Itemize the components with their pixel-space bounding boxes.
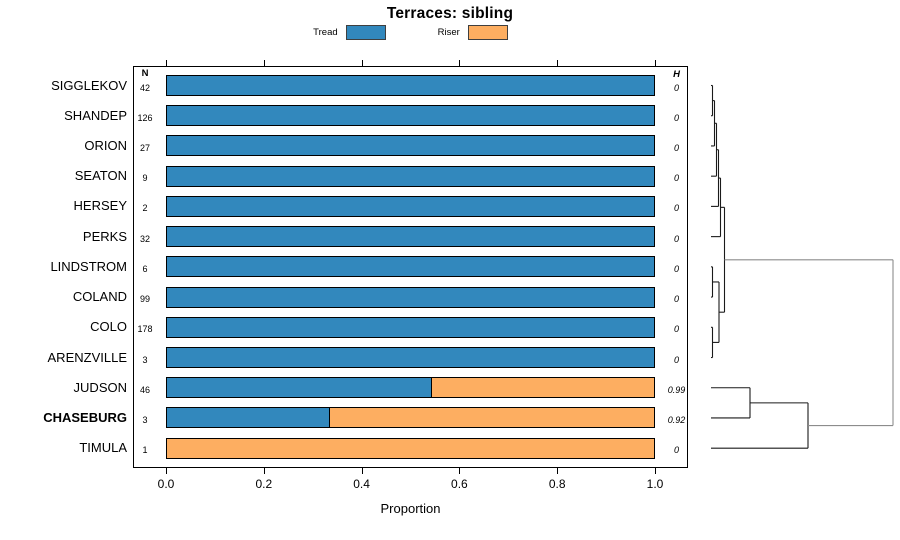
- bar-segment-riser: [330, 408, 654, 428]
- bar-segment-tread: [167, 287, 654, 307]
- h-value: 0: [673, 233, 679, 244]
- bar-segment-tread: [167, 166, 654, 186]
- bar: [166, 105, 655, 127]
- n-value: 178: [137, 324, 153, 335]
- bar-segment-riser: [432, 378, 654, 398]
- bar: [166, 135, 655, 157]
- x-axis-top-tick: [557, 60, 559, 66]
- h-value: 0: [673, 82, 679, 93]
- x-axis-top-tick: [655, 60, 656, 66]
- row-label: JUDSON: [73, 379, 127, 395]
- n-value: 9: [142, 173, 148, 184]
- n-value: 3: [142, 354, 148, 365]
- bar: [166, 437, 655, 459]
- n-value: 32: [139, 233, 150, 244]
- bar-segment-tread: [167, 136, 654, 156]
- x-axis-tick: [361, 468, 363, 474]
- n-value: 2: [142, 203, 148, 214]
- x-axis-top-tick: [459, 60, 461, 66]
- row-label: PERKS: [82, 228, 127, 244]
- x-axis-tick-label: 0.0: [157, 477, 175, 491]
- bar-segment-riser: [167, 438, 654, 458]
- x-axis-tick: [557, 468, 559, 474]
- h-value: 0: [673, 142, 679, 153]
- bar: [166, 226, 655, 248]
- n-value: 1: [142, 445, 148, 456]
- h-value: 0: [673, 112, 679, 123]
- x-axis-tick: [263, 468, 265, 474]
- x-axis-top-tick: [263, 60, 265, 66]
- x-axis-tick: [166, 468, 167, 474]
- row-label: SIGGLEKOV: [51, 77, 127, 93]
- h-value: 0: [673, 354, 679, 365]
- x-axis-title: Proportion: [380, 501, 441, 516]
- bar: [166, 165, 655, 187]
- row-label: LINDSTROM: [50, 258, 127, 274]
- h-value: 0: [673, 203, 679, 214]
- h-column-header: H: [673, 69, 680, 80]
- legend: Tread Riser: [133, 25, 688, 40]
- x-axis-tick-label: 0.2: [255, 477, 273, 491]
- legend-item-tread: Tread: [313, 25, 386, 40]
- bar: [166, 75, 655, 96]
- legend-item-riser: Riser: [438, 25, 508, 40]
- n-value: 27: [139, 142, 150, 153]
- x-axis-tick-label: 0.8: [548, 477, 566, 491]
- tread-swatch: [345, 25, 386, 40]
- n-value: 46: [139, 384, 150, 395]
- h-value: 0: [673, 445, 679, 456]
- row-label: HERSEY: [73, 198, 127, 214]
- h-value: 0: [673, 324, 679, 335]
- n-value: 42: [139, 82, 150, 93]
- h-value: 0: [673, 294, 679, 305]
- row-label: CHASEBURG: [43, 409, 127, 425]
- n-column-header: N: [141, 68, 149, 79]
- h-value: 0.99: [667, 384, 686, 395]
- bar: [166, 347, 655, 369]
- riser-swatch: [467, 25, 508, 40]
- n-value: 6: [142, 263, 148, 274]
- bar-segment-tread: [167, 196, 654, 216]
- legend-label: Riser: [437, 27, 460, 38]
- bar: [166, 377, 655, 399]
- x-axis-tick: [655, 468, 656, 474]
- legend-label: Tread: [313, 27, 338, 38]
- bar-segment-tread: [167, 227, 654, 247]
- bar-segment-tread: [167, 106, 654, 126]
- bar: [166, 286, 655, 308]
- bar: [166, 407, 655, 429]
- h-value: 0.92: [667, 414, 686, 425]
- bar-segment-tread: [167, 76, 654, 95]
- row-label: SHANDEP: [64, 107, 127, 123]
- x-axis-tick-label: 1.0: [646, 477, 664, 491]
- x-axis-tick: [459, 468, 461, 474]
- x-axis-tick-label: 0.4: [353, 477, 370, 491]
- h-value: 0: [673, 173, 679, 184]
- row-label: SEATON: [74, 168, 127, 184]
- bar-segment-tread: [167, 348, 654, 368]
- row-label: ARENZVILLE: [47, 349, 127, 365]
- n-value: 99: [139, 294, 150, 305]
- bar: [166, 256, 655, 278]
- n-value: 126: [137, 112, 153, 123]
- plot-area: [133, 66, 688, 468]
- n-value: 3: [142, 414, 148, 425]
- row-label: ORION: [84, 137, 127, 153]
- bar-segment-tread: [167, 378, 433, 398]
- row-label: COLAND: [72, 289, 127, 305]
- x-axis-tick-label: 0.6: [451, 477, 468, 491]
- bar: [166, 195, 655, 217]
- row-label: TIMULA: [79, 440, 127, 456]
- x-axis-top-tick: [361, 60, 363, 66]
- row-label: COLO: [90, 319, 127, 335]
- bar-segment-tread: [167, 317, 654, 337]
- bar-segment-tread: [167, 257, 654, 277]
- x-axis-top-tick: [166, 60, 167, 66]
- chart-title: Terraces: sibling: [386, 5, 514, 22]
- bar-segment-tread: [167, 408, 331, 428]
- bar: [166, 316, 655, 338]
- h-value: 0: [673, 263, 679, 274]
